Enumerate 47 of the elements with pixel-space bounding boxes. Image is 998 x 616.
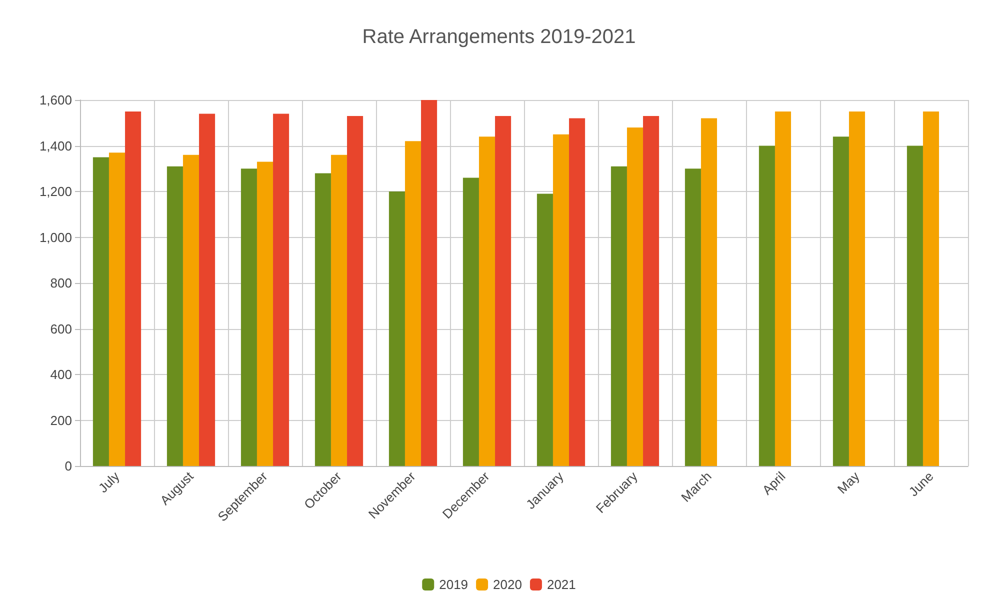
bar bbox=[906, 146, 923, 466]
bar bbox=[684, 168, 701, 466]
bar bbox=[758, 146, 775, 466]
bar bbox=[314, 173, 331, 466]
bar bbox=[273, 114, 290, 466]
bar bbox=[700, 118, 718, 466]
bar bbox=[569, 118, 586, 466]
bar bbox=[610, 166, 627, 466]
bar bbox=[421, 100, 438, 466]
bar bbox=[166, 166, 183, 466]
legend-label: 2021 bbox=[546, 577, 576, 592]
bar bbox=[108, 152, 126, 466]
bar bbox=[848, 111, 866, 466]
x-tick-label: May bbox=[834, 468, 863, 497]
bar bbox=[552, 134, 570, 466]
bar bbox=[536, 194, 553, 466]
x-tick-label: July bbox=[95, 468, 123, 496]
bar bbox=[347, 116, 364, 466]
bar bbox=[388, 192, 405, 466]
bar bbox=[922, 111, 940, 466]
y-tick-label: 200 bbox=[50, 412, 72, 428]
bar bbox=[182, 154, 200, 466]
bar bbox=[256, 162, 274, 466]
bar bbox=[832, 136, 849, 466]
legend-label: 2020 bbox=[493, 577, 522, 592]
legend-label: 2019 bbox=[439, 577, 468, 592]
bar bbox=[643, 116, 660, 466]
bar bbox=[330, 154, 348, 466]
bar bbox=[92, 157, 109, 466]
bar bbox=[478, 136, 496, 466]
y-tick-label: 1,400 bbox=[39, 138, 72, 154]
y-tick-label: 1,600 bbox=[39, 92, 72, 108]
y-tick-label: 600 bbox=[50, 321, 72, 336]
bar bbox=[199, 114, 216, 466]
bar bbox=[125, 111, 142, 466]
y-tick-label: 800 bbox=[50, 276, 72, 290]
y-tick-label: 400 bbox=[50, 367, 72, 382]
bar bbox=[495, 116, 512, 466]
bar bbox=[626, 127, 644, 466]
chart-title: Rate Arrangements 2019-2021 bbox=[362, 26, 636, 48]
bar bbox=[240, 168, 257, 466]
bar bbox=[404, 141, 422, 466]
bar bbox=[774, 111, 792, 466]
y-tick-label: 0 bbox=[64, 458, 72, 474]
y-tick-label: 1,200 bbox=[39, 184, 72, 199]
bar bbox=[462, 178, 479, 466]
y-tick-label: 1,000 bbox=[39, 230, 72, 245]
